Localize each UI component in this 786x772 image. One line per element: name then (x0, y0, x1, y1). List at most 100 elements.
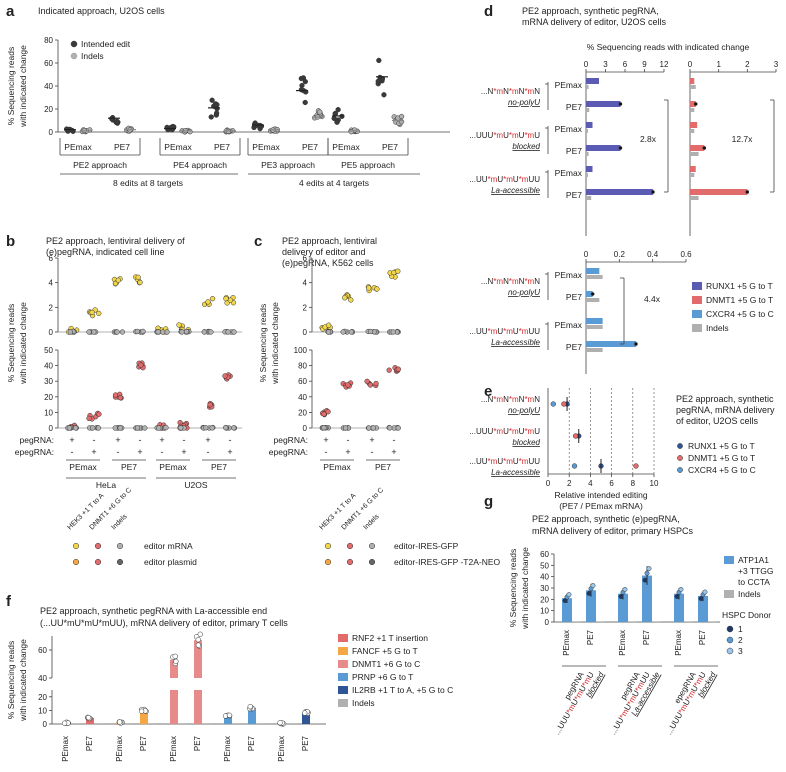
b-legend-marker (72, 542, 80, 550)
e-point-cxcr4 (571, 463, 578, 469)
a-editor-label: PEmax (332, 142, 360, 152)
d-bar-dnmt1 (690, 166, 696, 172)
d-pegrna-label: ...UUU*mU*mU*mU (469, 131, 540, 140)
e-row-sublabel: La-accessible (491, 468, 540, 477)
d-pegrna-sublabel: La-accessible (491, 186, 540, 195)
b-ylabel: with indicated change (18, 302, 28, 385)
c-y-axis-bottom-tick-label: 0 (303, 424, 308, 433)
c-point-dnmt1 (325, 409, 331, 415)
b-y-axis-bottom-tick-label: 0 (49, 424, 54, 433)
panel-title-a: Indicated approach, U2OS cells (38, 6, 165, 16)
d-point (618, 102, 623, 106)
b-point-dnmt1 (86, 415, 92, 422)
b-point-hek3 (135, 274, 141, 280)
c-y-axis-top-tick-label: 0 (303, 328, 308, 337)
f-category-label: PEmax (223, 736, 232, 762)
b-legend-marker (94, 558, 102, 566)
c-legend-label: editor-IRES-GFP (394, 541, 459, 551)
g-donor-label: 2 (738, 635, 743, 645)
e-tick-label: 4 (588, 479, 593, 488)
b-cell-label: U2OS (184, 480, 207, 490)
g-bar (642, 575, 652, 622)
b-legend-marker (72, 558, 80, 566)
c-y-axis-bottom-tick-label: 60 (298, 377, 307, 386)
a-point-indel (348, 129, 354, 135)
b-editor-label: PE7 (121, 462, 137, 472)
c-point-indel (367, 328, 374, 335)
b-y-axis-bottom-tick-label: 30 (44, 377, 53, 386)
f-legend-swatch (338, 686, 348, 694)
g-category-label: PEmax (562, 630, 571, 656)
d-fold-label: 2.8x (640, 134, 657, 144)
b-peg-sign: + (205, 435, 210, 445)
c-row-label: pegRNA: (274, 435, 309, 445)
b-point-indel (163, 424, 169, 431)
g-legend-swatch (724, 556, 734, 564)
b-point-indel (91, 329, 97, 335)
b-point-indel (183, 328, 190, 335)
g-donor-marker (726, 636, 734, 644)
a-editor-label: PE7 (382, 142, 398, 152)
g-bar-indel (653, 621, 661, 622)
f-bar (170, 659, 178, 678)
a-legend-label: Indels (81, 51, 104, 61)
d-bar-cxcr4 (586, 318, 603, 324)
b-point-indel (134, 425, 141, 431)
d-bar-indel (690, 152, 699, 156)
d-point (651, 190, 655, 194)
b-point-dnmt1 (96, 411, 102, 417)
d-tick-label: 0.6 (680, 250, 692, 259)
b-epeg-sign: + (181, 447, 186, 457)
a-editor-label: PE7 (114, 142, 130, 152)
f-bar (224, 715, 232, 724)
c-point-dnmt1 (395, 366, 402, 372)
f-point (116, 719, 123, 725)
b-point-indel (66, 425, 73, 431)
panel-letter-d: d (484, 3, 493, 20)
a-editor-label: PEmax (64, 142, 92, 152)
e-row-sublabel: no-polyU (508, 406, 540, 415)
d-editor-label: PE7 (566, 102, 582, 112)
c-y-axis-bottom-tick-label: 100 (294, 346, 308, 355)
a-y-axis-tick-label: 20 (44, 105, 53, 114)
f-category-label: PEmax (61, 736, 70, 762)
b-y-axis-bottom-tick-label: 50 (44, 346, 53, 355)
b-point-indel (203, 425, 209, 431)
b-point-indel (90, 425, 96, 431)
g-point-donor (646, 566, 652, 572)
a-approach-label: PE2 approach (73, 160, 127, 170)
f-bar (194, 640, 202, 678)
e-legend-label: RUNX1 +5 G to T (688, 441, 755, 451)
b-peg-sign: - (139, 435, 142, 445)
g-y-axis-tick-label: 40 (540, 573, 549, 582)
b-point-indel (179, 329, 185, 335)
a-point-intended (69, 127, 75, 134)
b-legend-marker (116, 558, 124, 566)
a-approach-label: PE5 approach (341, 160, 395, 170)
f-point (302, 710, 308, 716)
g-bar-indel (573, 621, 581, 622)
b-epeg-sign: + (91, 447, 96, 457)
c-point-indel (366, 425, 372, 431)
f-category-label: PE7 (85, 735, 94, 751)
g-point-donor (674, 594, 680, 599)
d-tick-label: 0 (584, 60, 589, 69)
g-point-donor (622, 586, 628, 592)
d-point (693, 102, 698, 106)
f-tick-label: 20 (38, 693, 47, 702)
d-bar-indel (690, 129, 695, 133)
c-point-dnmt1 (364, 378, 370, 385)
a-editor-label: PE7 (302, 142, 318, 152)
g-bar (618, 593, 628, 622)
panel-title-f: (...UU*mU*mU*mUU), mRNA delivery of edit… (40, 618, 288, 628)
d-tick-label: 0.2 (614, 250, 626, 259)
b-point-hek3 (209, 295, 216, 302)
d-cxcr4-pegrna-label: ...N*mN*mN*mN (481, 277, 540, 286)
c-point-indel (390, 329, 396, 335)
f-bar (140, 710, 148, 724)
g-category-label: PE7 (642, 629, 651, 645)
c-point-indel (321, 425, 327, 431)
b-peg-sign: + (115, 435, 120, 445)
c-editor-label: PEmax (323, 462, 351, 472)
b-cell-label: HeLa (96, 480, 117, 490)
